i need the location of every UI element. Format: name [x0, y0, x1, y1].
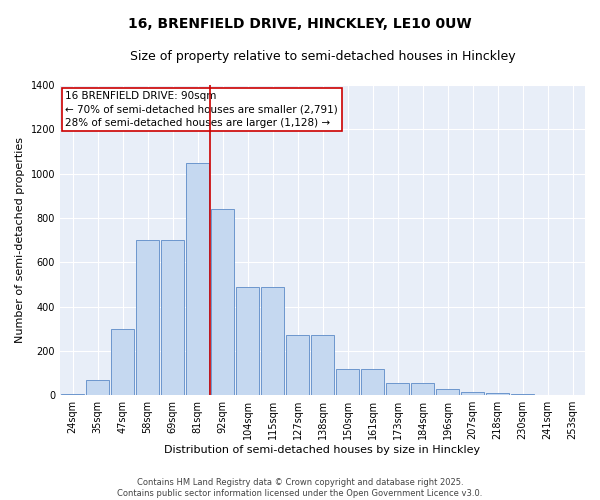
- Title: Size of property relative to semi-detached houses in Hinckley: Size of property relative to semi-detach…: [130, 50, 515, 63]
- Bar: [486, 393, 509, 395]
- Bar: [286, 336, 309, 395]
- Bar: [211, 209, 234, 395]
- Bar: [136, 240, 159, 395]
- Bar: [411, 383, 434, 395]
- X-axis label: Distribution of semi-detached houses by size in Hinckley: Distribution of semi-detached houses by …: [164, 445, 481, 455]
- Bar: [361, 368, 384, 395]
- Bar: [61, 394, 84, 395]
- Bar: [386, 383, 409, 395]
- Bar: [311, 336, 334, 395]
- Text: Contains HM Land Registry data © Crown copyright and database right 2025.
Contai: Contains HM Land Registry data © Crown c…: [118, 478, 482, 498]
- Bar: [461, 392, 484, 395]
- Bar: [336, 368, 359, 395]
- Bar: [186, 162, 209, 395]
- Bar: [236, 286, 259, 395]
- Text: 16 BRENFIELD DRIVE: 90sqm
← 70% of semi-detached houses are smaller (2,791)
28% : 16 BRENFIELD DRIVE: 90sqm ← 70% of semi-…: [65, 91, 338, 128]
- Bar: [86, 380, 109, 395]
- Bar: [111, 328, 134, 395]
- Text: 16, BRENFIELD DRIVE, HINCKLEY, LE10 0UW: 16, BRENFIELD DRIVE, HINCKLEY, LE10 0UW: [128, 18, 472, 32]
- Bar: [511, 394, 534, 395]
- Bar: [536, 394, 559, 395]
- Bar: [261, 286, 284, 395]
- Bar: [436, 388, 459, 395]
- Y-axis label: Number of semi-detached properties: Number of semi-detached properties: [15, 137, 25, 343]
- Bar: [161, 240, 184, 395]
